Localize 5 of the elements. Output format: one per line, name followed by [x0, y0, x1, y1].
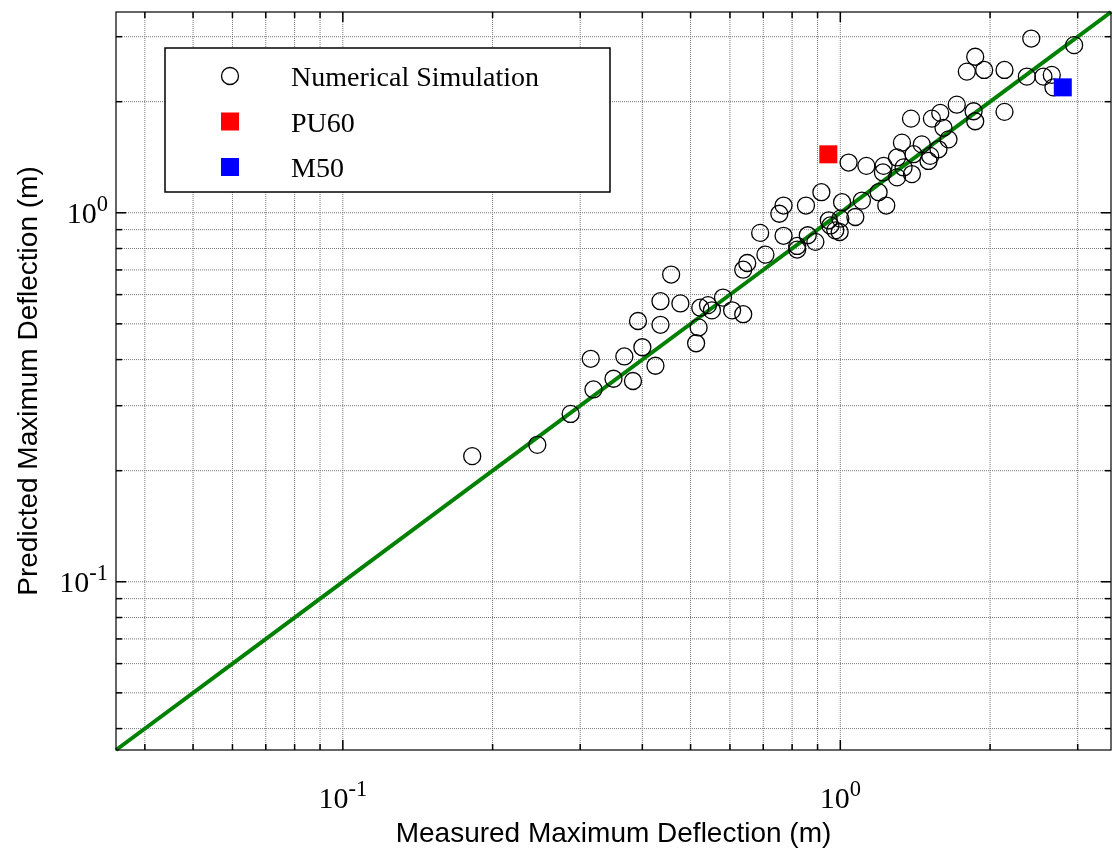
legend-label: Numerical Simulation — [291, 61, 540, 92]
legend-label: M50 — [291, 152, 344, 183]
y-axis-title: Predicted Maximum Deflection (m) — [12, 166, 43, 596]
x-axis-title: Measured Maximum Deflection (m) — [395, 817, 832, 848]
legend-label: PU60 — [291, 106, 355, 138]
